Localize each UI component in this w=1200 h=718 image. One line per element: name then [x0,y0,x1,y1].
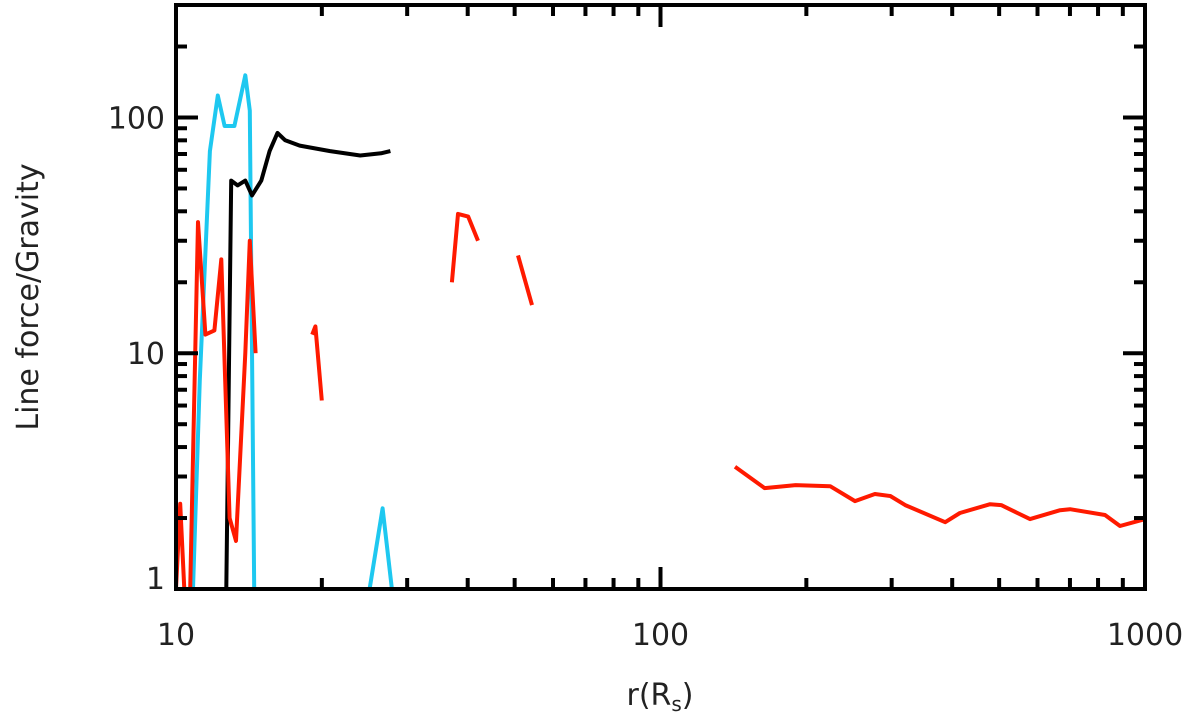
x-tick-label: 100 [632,618,689,653]
x-tick-label: 10 [157,618,195,653]
ticks [174,3,1147,591]
series-red-segment-5 [733,465,1146,528]
curves [174,73,1146,590]
y-tick-label: 1 [146,562,165,597]
series-red-segment-3 [449,211,480,283]
series-cyan-segment-1 [367,506,394,590]
x-axis-label: r(Rs) [626,678,693,716]
y-tick-label: 100 [108,101,165,136]
series-red-segment-4 [516,254,534,306]
tick-labels: 10 100 1000 1 10 100 [108,101,1183,653]
series-black-segment-0 [224,130,391,590]
series-red-segment-2 [310,324,324,401]
series-red-segment-1 [188,220,258,590]
plot-frame [174,3,1147,591]
y-tick-label: 10 [127,337,165,372]
x-tick-label: 1000 [1107,618,1183,653]
y-axis-label: Line force/Gravity [11,163,46,430]
